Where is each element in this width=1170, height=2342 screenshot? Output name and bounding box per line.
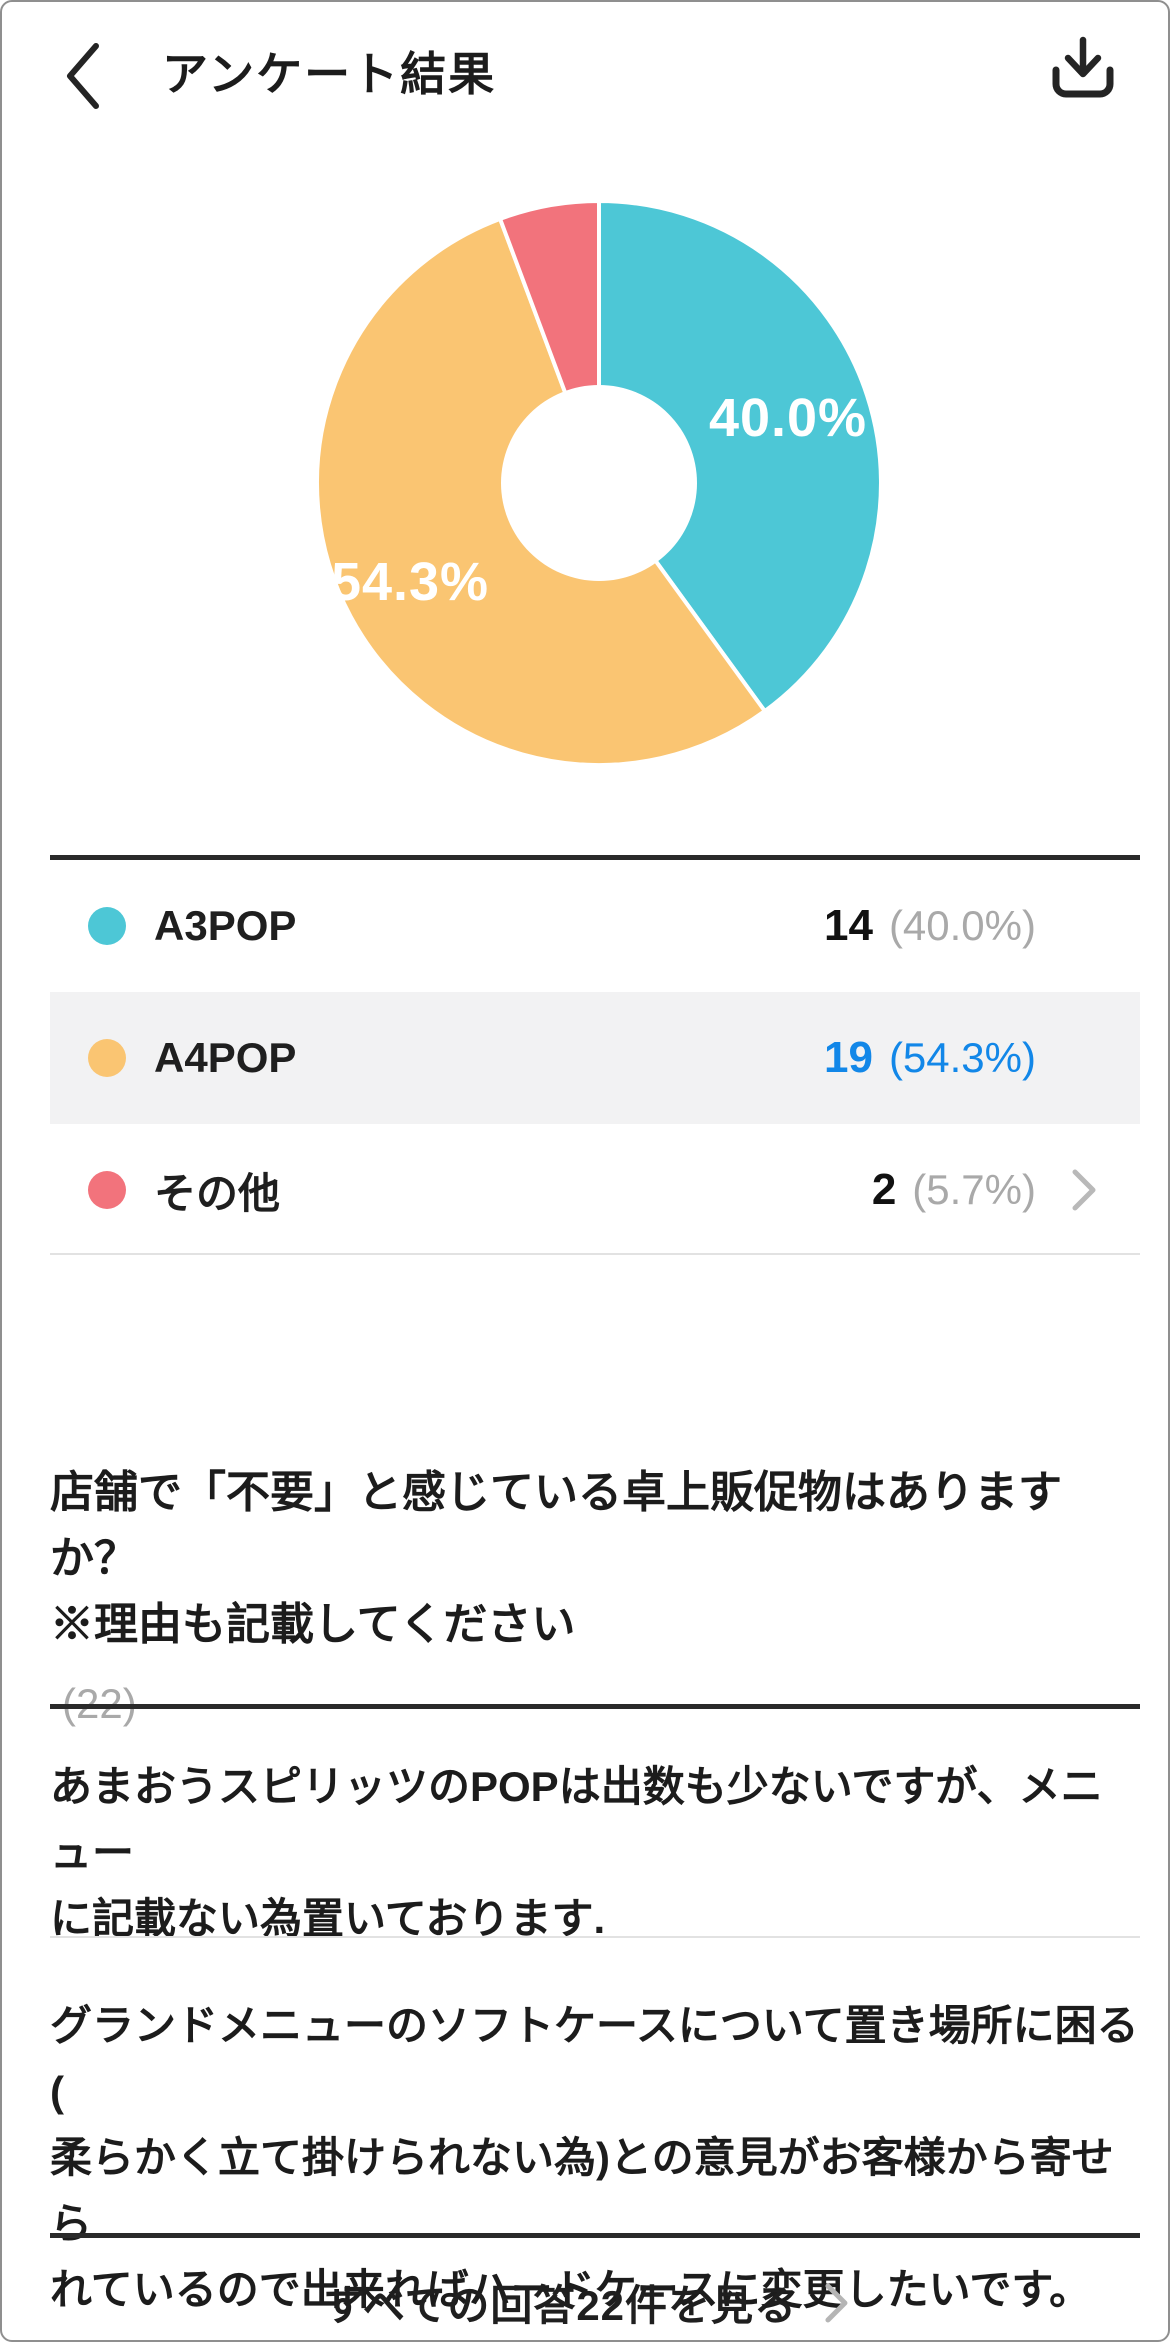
question-block: 店舗で「不要」と感じている卓上販促物はありますか？ ※理由も記載してください (… xyxy=(50,1460,1140,1728)
header: アンケート結果 xyxy=(2,2,1168,134)
legend-percent: (54.3%) xyxy=(888,1034,1036,1081)
answer-text-line: グランドメニューのソフトケースについて置き場所に困る( xyxy=(50,2002,1139,2115)
legend-dot-orange xyxy=(88,1039,126,1077)
slice-a3pop[interactable] xyxy=(597,199,883,714)
divider xyxy=(50,1936,1140,1938)
answer-text-line: あまおうスピリッツのPOPは出数も少ないですが、メニュー xyxy=(50,1763,1103,1876)
legend-label: A3POP xyxy=(154,902,297,949)
answer-item: あまおうスピリッツのPOPは出数も少ないですが、メニュー に記載ない為置いており… xyxy=(50,1754,1140,1952)
legend-dot-teal xyxy=(88,907,126,945)
legend-label: その他 xyxy=(154,1169,281,1217)
donut-chart-svg xyxy=(315,199,883,767)
answer-item: グランドメニューのソフトケースについて置き場所に困る( 柔らかく立て掛けられない… xyxy=(50,1993,1140,2323)
legend-count: 19 xyxy=(823,1033,873,1082)
legend-row-a3pop[interactable]: A3POP 14 (40.0%) xyxy=(50,860,1140,992)
divider xyxy=(50,855,1140,860)
download-button[interactable] xyxy=(1048,32,1118,108)
slice-label-a4pop: 54.3% xyxy=(330,552,490,612)
legend-row-a4pop[interactable]: A4POP 19 (54.3%) xyxy=(50,992,1140,1124)
legend-count: 2 xyxy=(871,1165,897,1214)
footer: すべての回答22件を見る xyxy=(2,2238,1168,2340)
chevron-right-icon xyxy=(1072,1169,1096,1211)
divider xyxy=(50,2233,1140,2238)
legend-row-other[interactable]: その他 2 (5.7%) xyxy=(50,1124,1140,1256)
chevron-slot xyxy=(1064,900,1104,952)
question-text-line: ※理由も記載してください xyxy=(50,1600,576,1649)
legend-percent: (40.0%) xyxy=(888,902,1036,949)
back-button[interactable] xyxy=(60,38,108,114)
answer-text-line: 柔らかく立て掛けられない為)との意見がお客様から寄せら xyxy=(50,2134,1114,2247)
chevron-left-icon xyxy=(67,43,99,109)
response-count: (22) xyxy=(62,1680,137,1727)
see-all-label: すべての回答22件を見る xyxy=(322,2282,798,2329)
chevron-slot xyxy=(1064,1032,1104,1084)
legend-label: A4POP xyxy=(154,1034,297,1081)
answer-text-line: に記載ない為置いております. xyxy=(50,1895,606,1942)
donut-chart: 40.0% 54.3% xyxy=(2,134,1168,834)
legend-list: A3POP 14 (40.0%) A4POP 19 (54.3%) その他 2 … xyxy=(50,860,1140,1256)
legend-count: 14 xyxy=(823,901,873,950)
divider xyxy=(50,1253,1140,1255)
page-title: アンケート結果 xyxy=(162,48,497,100)
legend-dot-red xyxy=(88,1171,126,1209)
legend-percent: (5.7%) xyxy=(912,1166,1036,1213)
chevron-right-icon xyxy=(825,2283,848,2322)
divider xyxy=(50,1704,1140,1709)
answer-text-line: れているので出来ればハードケースに変更したいです。 xyxy=(50,2266,1092,2313)
slice-label-a3pop: 40.0% xyxy=(708,388,868,448)
download-icon xyxy=(1052,36,1114,98)
donut-hole xyxy=(501,385,697,581)
question-text-line: 店舗で「不要」と感じている卓上販促物はありますか？ xyxy=(50,1468,1062,1583)
see-all-answers-link[interactable]: すべての回答22件を見る xyxy=(323,2272,851,2333)
